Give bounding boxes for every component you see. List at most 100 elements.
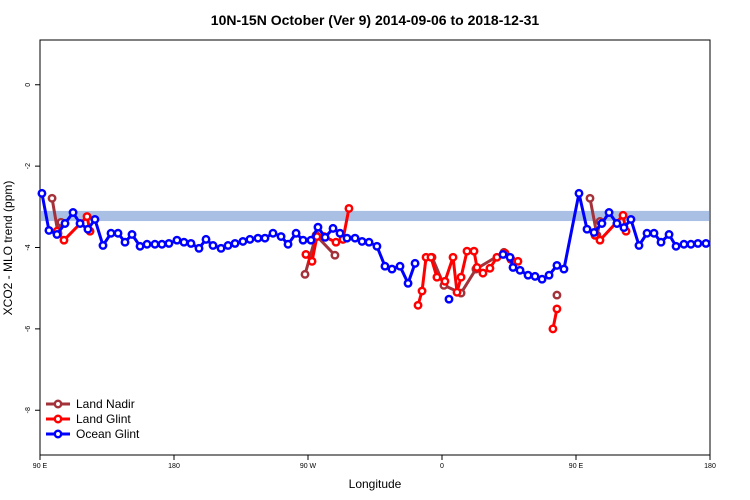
data-point [686,239,696,249]
legend-marker [53,414,63,424]
data-point [403,278,413,288]
data-point [68,208,78,217]
data-point [306,235,316,245]
data-point [344,203,354,213]
data-point [60,219,70,228]
data-point [150,239,160,249]
data-point [260,233,270,243]
data-point [301,249,311,259]
data-point [253,233,263,243]
data-point [216,243,226,253]
data-point [142,239,152,249]
y-tick-label: -8 [25,407,32,413]
legend-label: Land Glint [76,412,131,426]
data-point [498,249,508,259]
legend-marker [53,399,63,409]
data-point [530,271,540,281]
data-point [544,270,554,280]
data-point [505,252,515,262]
data-point [440,276,450,286]
data-point [307,256,317,266]
data-point [300,269,310,279]
data-point [559,264,569,274]
data-point [634,241,644,250]
data-point [552,260,562,270]
data-point [604,208,614,217]
data-point [574,188,584,198]
x-tick-label: 0 [440,463,444,470]
data-point [245,234,255,244]
data-point [179,237,189,247]
data-point [320,232,330,242]
data-point [342,233,352,243]
x-tick-label: 90 E [33,463,48,470]
data-point [238,236,248,246]
data-point [83,224,93,234]
legend-label: Land Nadir [76,397,135,411]
data-point [335,228,345,238]
data-point [444,294,454,304]
data-point [585,193,595,203]
data-point [52,230,62,239]
data-point [515,265,525,275]
data-point [548,324,558,334]
legend-marker [53,429,63,439]
data-point [462,246,472,256]
data-point [283,239,293,249]
data-point [331,237,341,247]
data-point [230,238,240,248]
x-tick-label: 90 E [569,463,584,470]
data-point [106,228,116,238]
data-point [364,237,374,247]
data-point [413,300,423,310]
data-point [44,225,54,235]
data-point [223,241,233,250]
data-point [552,290,562,300]
data-point [671,241,681,251]
data-point [537,274,547,284]
data-point [268,228,278,238]
data-point [582,224,592,234]
data-point [432,272,442,282]
data-point [679,239,689,249]
data-point [135,241,145,251]
data-point [664,230,674,239]
x-tick-label: 180 [704,463,716,470]
data-point [37,188,47,198]
data-point [82,212,92,222]
data-point [452,287,462,297]
data-point [357,236,367,246]
data-point [612,219,622,228]
data-point [90,214,100,224]
data-point [313,222,323,232]
data-point [298,235,308,245]
data-point [350,233,360,243]
data-point [595,235,605,245]
data-point [618,210,628,220]
reference-band [41,210,709,222]
chart-title: 10N-15N October (Ver 9) 2014-09-06 to 20… [211,12,540,28]
data-point [472,262,482,272]
data-point [485,263,495,273]
data-point [693,238,703,248]
data-point [380,261,390,271]
data-point [186,238,196,248]
x-tick-label: 180 [168,463,180,470]
data-point [98,241,108,250]
data-point [194,243,204,253]
data-point [478,268,488,278]
data-point [201,234,211,244]
data-point [456,272,466,282]
data-point [328,223,338,233]
x-axis-label: Longitude [349,477,402,491]
data-point [649,228,659,238]
data-point [208,241,218,250]
y-axis-label: XCO2 - MLO trend (ppm) [1,181,15,316]
data-point [387,264,397,274]
data-point [127,230,137,239]
data-point [372,241,382,251]
y-tick-label: -4 [25,244,32,250]
data-point [59,235,69,245]
plot-frame [39,39,711,456]
data-point [642,228,652,238]
